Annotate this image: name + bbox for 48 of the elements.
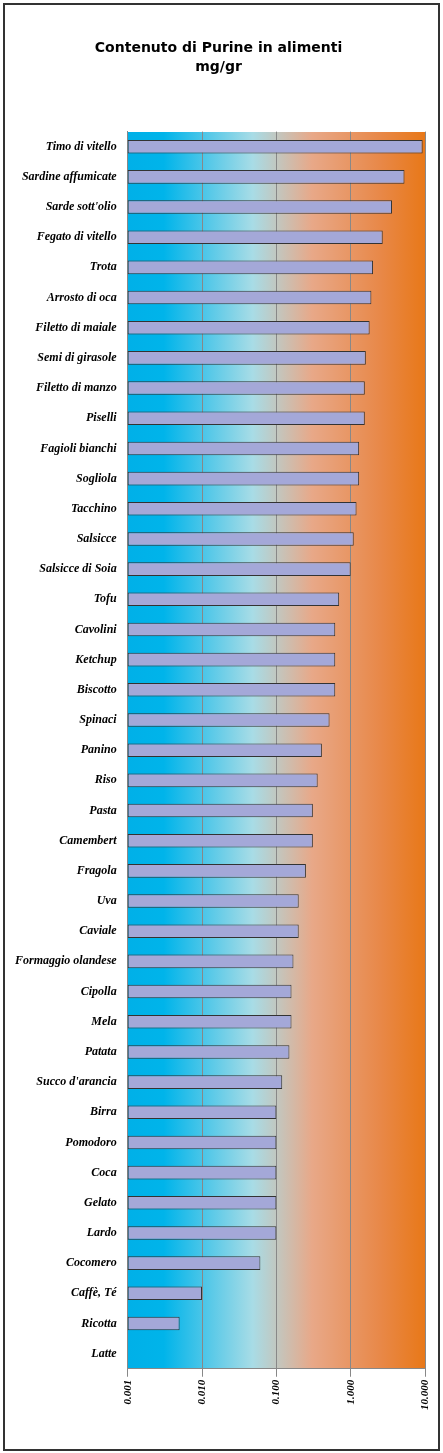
y-tick-label: Tofu	[93, 591, 117, 606]
y-tick-label: Tacchino	[71, 500, 117, 515]
y-tick-label: Coca	[91, 1164, 117, 1179]
chart-subtitle: mg/gr	[195, 57, 242, 74]
y-tick-label: Gelato	[84, 1194, 117, 1209]
y-tick-label: Caffè, Té	[70, 1285, 118, 1300]
y-tick-label: Salsicce di Soia	[39, 561, 117, 576]
y-tick-label: Fagioli bianchi	[39, 440, 118, 455]
y-tick-label: Succo d'arancia	[36, 1074, 117, 1089]
y-tick-label: Caviale	[79, 923, 118, 938]
y-tick-label: Camembert	[59, 832, 118, 847]
y-tick-label: Ricotta	[80, 1315, 117, 1330]
y-tick-label: Piselli	[86, 410, 118, 425]
y-tick-label: Semi di girasole	[37, 350, 118, 364]
chart-title: Contenuto di Purine in alimenti	[94, 39, 343, 56]
x-tick-label: 0.010	[194, 1379, 207, 1405]
y-tick-label: Filetto di manzo	[34, 380, 117, 395]
y-tick-label: Fegato di vitello	[35, 229, 117, 244]
y-tick-label: Birra	[88, 1104, 117, 1119]
y-tick-label: Latte	[90, 1345, 118, 1360]
y-tick-label: Patata	[84, 1044, 117, 1059]
y-tick-label: Biscotto	[75, 681, 117, 696]
y-tick-label: Filetto di maiale	[34, 319, 118, 334]
y-tick-label: Spinaci	[79, 712, 118, 727]
y-tick-label: Sogliola	[75, 470, 117, 485]
y-tick-label: Fragola	[75, 862, 117, 877]
y-tick-label: Riso	[93, 772, 117, 787]
y-tick-label: Salsicce	[76, 531, 118, 546]
y-tick-label: Sarde sott'olio	[45, 199, 117, 214]
y-tick-label: Timo di vitello	[45, 138, 117, 153]
y-tick-label: Cavolini	[74, 621, 118, 636]
y-tick-label: Cipolla	[80, 983, 117, 998]
y-tick-label: Lardo	[85, 1225, 117, 1240]
x-tick-label: 0.100	[269, 1379, 282, 1405]
y-tick-label: Sardine affumicate	[21, 168, 118, 183]
y-tick-label: Pasta	[89, 802, 117, 817]
y-tick-label: Formaggio olandese	[14, 953, 118, 968]
y-tick-label: Arrosto di oca	[45, 289, 117, 304]
x-tick-label: 0.001	[120, 1379, 133, 1405]
x-tick-label: 1.000	[343, 1379, 356, 1405]
x-tick-label: 10.000	[417, 1379, 430, 1410]
y-tick-label: Panino	[80, 742, 117, 757]
y-tick-label: Uva	[96, 893, 117, 908]
y-tick-label: Mela	[90, 1013, 117, 1028]
y-tick-label: Pomodoro	[65, 1134, 117, 1149]
y-tick-label: Trota	[89, 259, 117, 274]
y-tick-label: Cocomero	[66, 1255, 117, 1270]
y-tick-label: Ketchup	[74, 651, 117, 666]
